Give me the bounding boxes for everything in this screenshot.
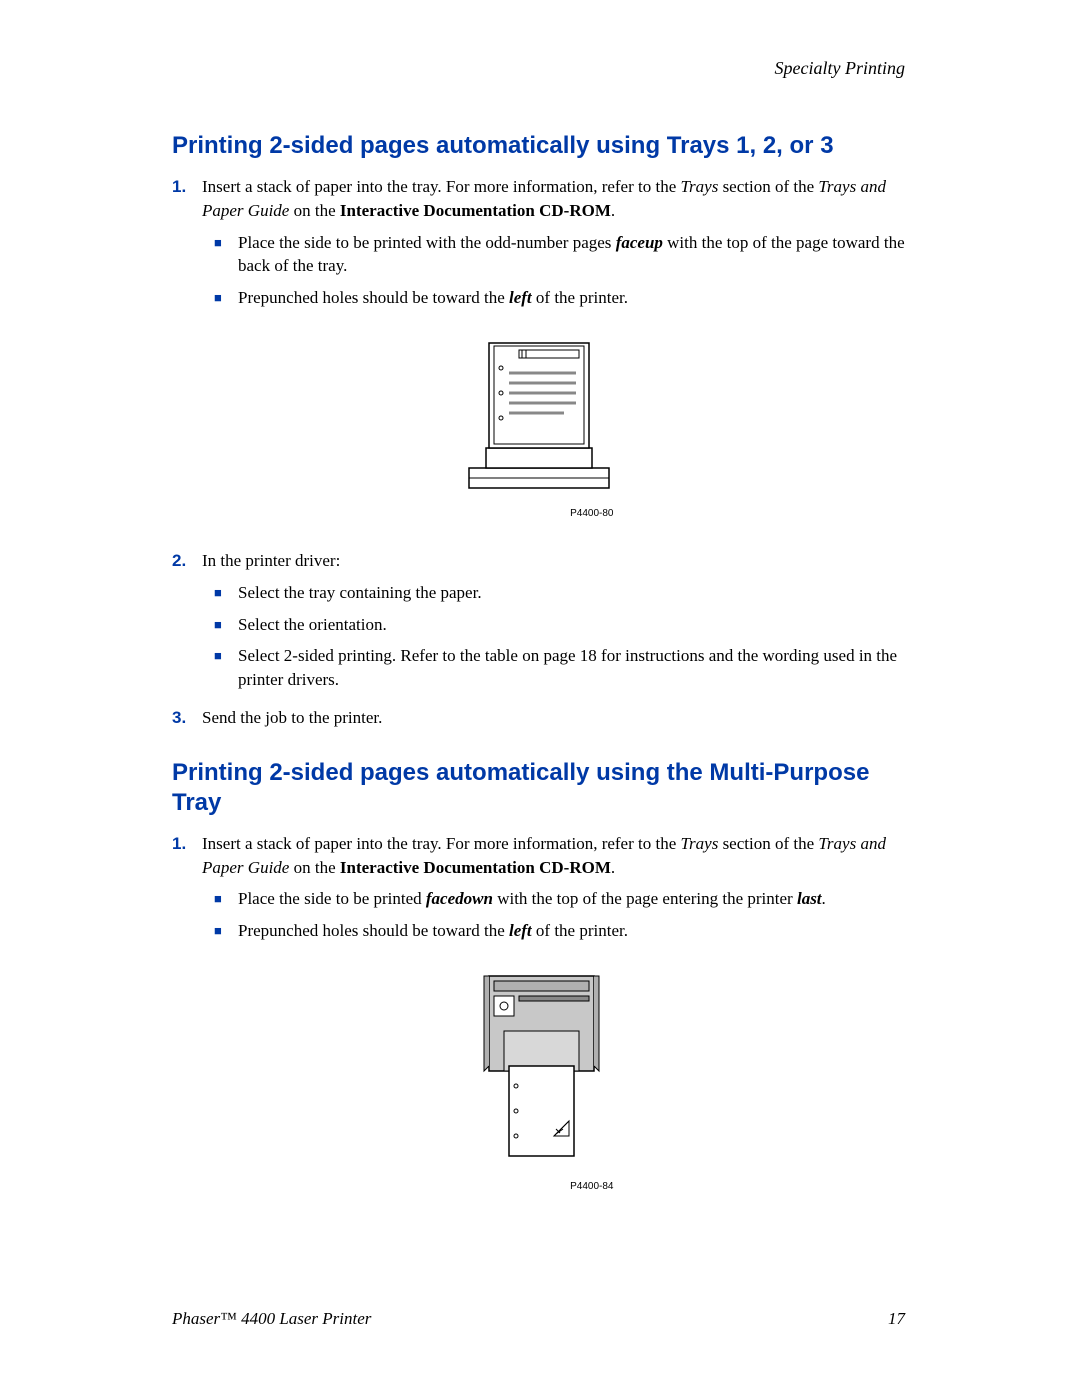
step-body: Insert a stack of paper into the tray. F… [202,832,905,951]
text: . [822,889,826,908]
footer-product: Phaser™ 4400 Laser Printer [172,1309,371,1329]
step-number: 1. [172,832,202,951]
text: . [611,858,615,877]
text-italic: Trays [681,834,719,853]
printer-tray-figure: P4400-80 [172,338,905,521]
text-bolditalic: left [509,921,532,940]
step-body: Send the job to the printer. [202,706,905,730]
text-bolditalic: facedown [426,889,493,908]
figure-label: P4400-84 [570,1181,613,1192]
running-header: Specialty Printing [172,58,905,79]
step-number: 2. [172,549,202,700]
text: Prepunched holes should be toward the [238,288,509,307]
text-bold: Interactive Documentation CD-ROM [340,201,611,220]
bullet-icon: ■ [202,231,238,279]
list-item: ■ Prepunched holes should be toward the … [202,919,905,943]
text: Insert a stack of paper into the tray. F… [202,177,681,196]
section-heading-2: Printing 2-sided pages automatically usi… [172,758,905,818]
text: Select the tray containing the paper. [238,581,905,605]
text-bolditalic: faceup [616,233,663,252]
bullet-icon: ■ [202,286,238,310]
text: Place the side to be printed [238,889,426,908]
list-item: ■ Select the orientation. [202,613,905,637]
text: of the printer. [532,288,628,307]
text: with the top of the page entering the pr… [493,889,797,908]
step-number: 3. [172,706,202,730]
step-number: 1. [172,175,202,318]
sub-list: ■ Place the side to be printed facedown … [202,887,905,943]
sub-list: ■ Select the tray containing the paper. … [202,581,905,692]
text: . [611,201,615,220]
sub-list: ■ Place the side to be printed with the … [202,231,905,310]
list-item: ■ Prepunched holes should be toward the … [202,286,905,310]
bullet-icon: ■ [202,644,238,692]
text-italic: Trays [681,177,719,196]
text: Send the job to the printer. [202,708,382,727]
bullet-icon: ■ [202,887,238,911]
printer-mptray-icon [464,971,614,1171]
step-1-1: 1. Insert a stack of paper into the tray… [172,175,905,318]
page: Specialty Printing Printing 2-sided page… [0,0,1080,1397]
step-body: In the printer driver: ■ Select the tray… [202,549,905,700]
list-item: ■ Place the side to be printed with the … [202,231,905,279]
text: section of the [718,834,818,853]
text: In the printer driver: [202,551,340,570]
text: on the [289,201,340,220]
page-footer: Phaser™ 4400 Laser Printer 17 [172,1309,905,1329]
list-item: ■ Select the tray containing the paper. [202,581,905,605]
printer-mptray-figure: P4400-84 [172,971,905,1194]
footer-page-number: 17 [888,1309,905,1329]
list-item: ■ Place the side to be printed facedown … [202,887,905,911]
list-item: ■ Select 2-sided printing. Refer to the … [202,644,905,692]
step-1-2: 2. In the printer driver: ■ Select the t… [172,549,905,700]
section-heading-1: Printing 2-sided pages automatically usi… [172,131,905,161]
text: on the [289,858,340,877]
step-1-3: 3. Send the job to the printer. [172,706,905,730]
text: Select the orientation. [238,613,905,637]
bullet-icon: ■ [202,581,238,605]
text: Insert a stack of paper into the tray. F… [202,834,681,853]
text-bold: Interactive Documentation CD-ROM [340,858,611,877]
bullet-icon: ■ [202,919,238,943]
step-body: Insert a stack of paper into the tray. F… [202,175,905,318]
text-bolditalic: left [509,288,532,307]
bullet-icon: ■ [202,613,238,637]
text: Prepunched holes should be toward the [238,921,509,940]
step-2-1: 1. Insert a stack of paper into the tray… [172,832,905,951]
text: section of the [718,177,818,196]
figure-label: P4400-80 [570,508,613,519]
printer-tray-icon [464,338,614,498]
text: Place the side to be printed with the od… [238,233,616,252]
text: Select 2-sided printing. Refer to the ta… [238,644,905,692]
text: of the printer. [532,921,628,940]
text-bolditalic: last [797,889,822,908]
